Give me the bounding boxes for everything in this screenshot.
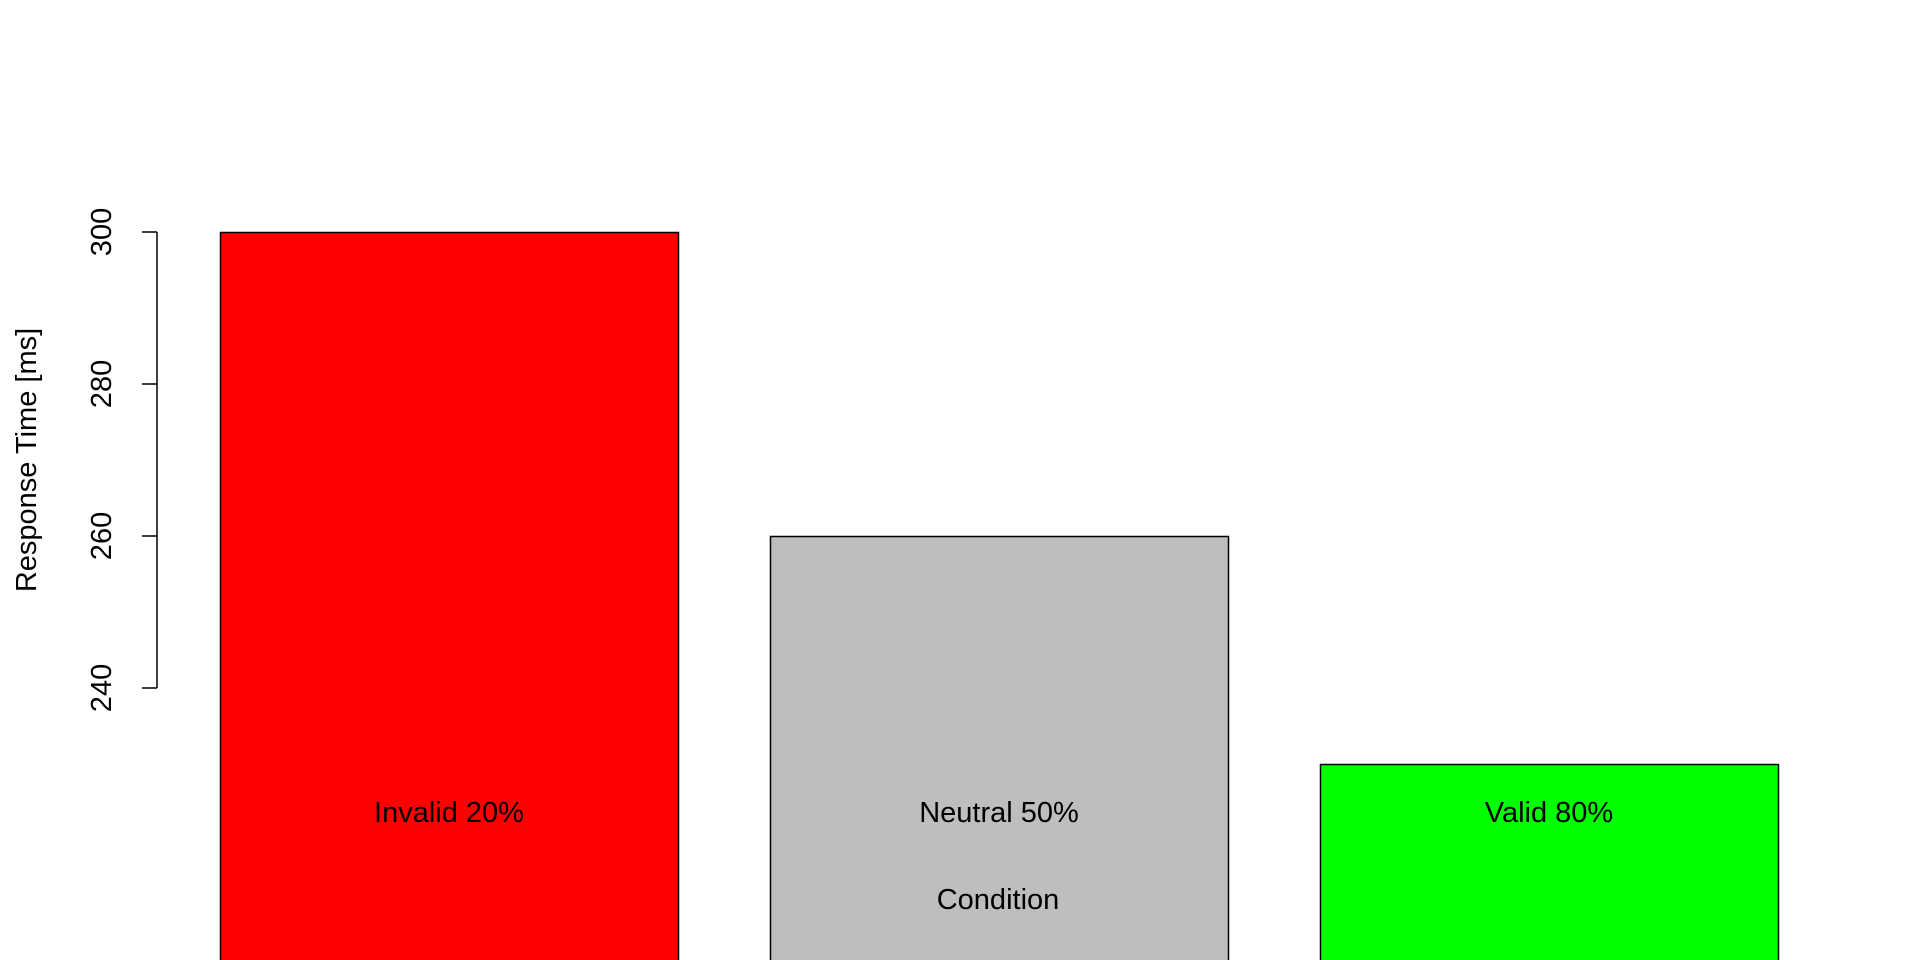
y-tick-label: 240	[86, 664, 118, 712]
bars-group	[219, 231, 1780, 960]
category-label: Neutral 50%	[919, 797, 1079, 829]
y-tick-label: 260	[86, 512, 118, 560]
bar-neutral-50	[769, 535, 1230, 960]
y-axis: 240 260 280 300	[86, 208, 158, 712]
bar-valid-80	[1319, 763, 1780, 960]
y-tick-label: 280	[86, 360, 118, 408]
category-label: Valid 80%	[1485, 797, 1613, 829]
x-axis-title: Condition	[937, 884, 1060, 916]
y-axis-title: Response Time [ms]	[11, 328, 43, 592]
bar-invalid-20	[219, 231, 680, 960]
y-tick-label: 300	[86, 208, 118, 256]
category-label: Invalid 20%	[374, 797, 524, 829]
bar-labels-group: Invalid 20% Neutral 50% Valid 80%	[374, 797, 1613, 829]
